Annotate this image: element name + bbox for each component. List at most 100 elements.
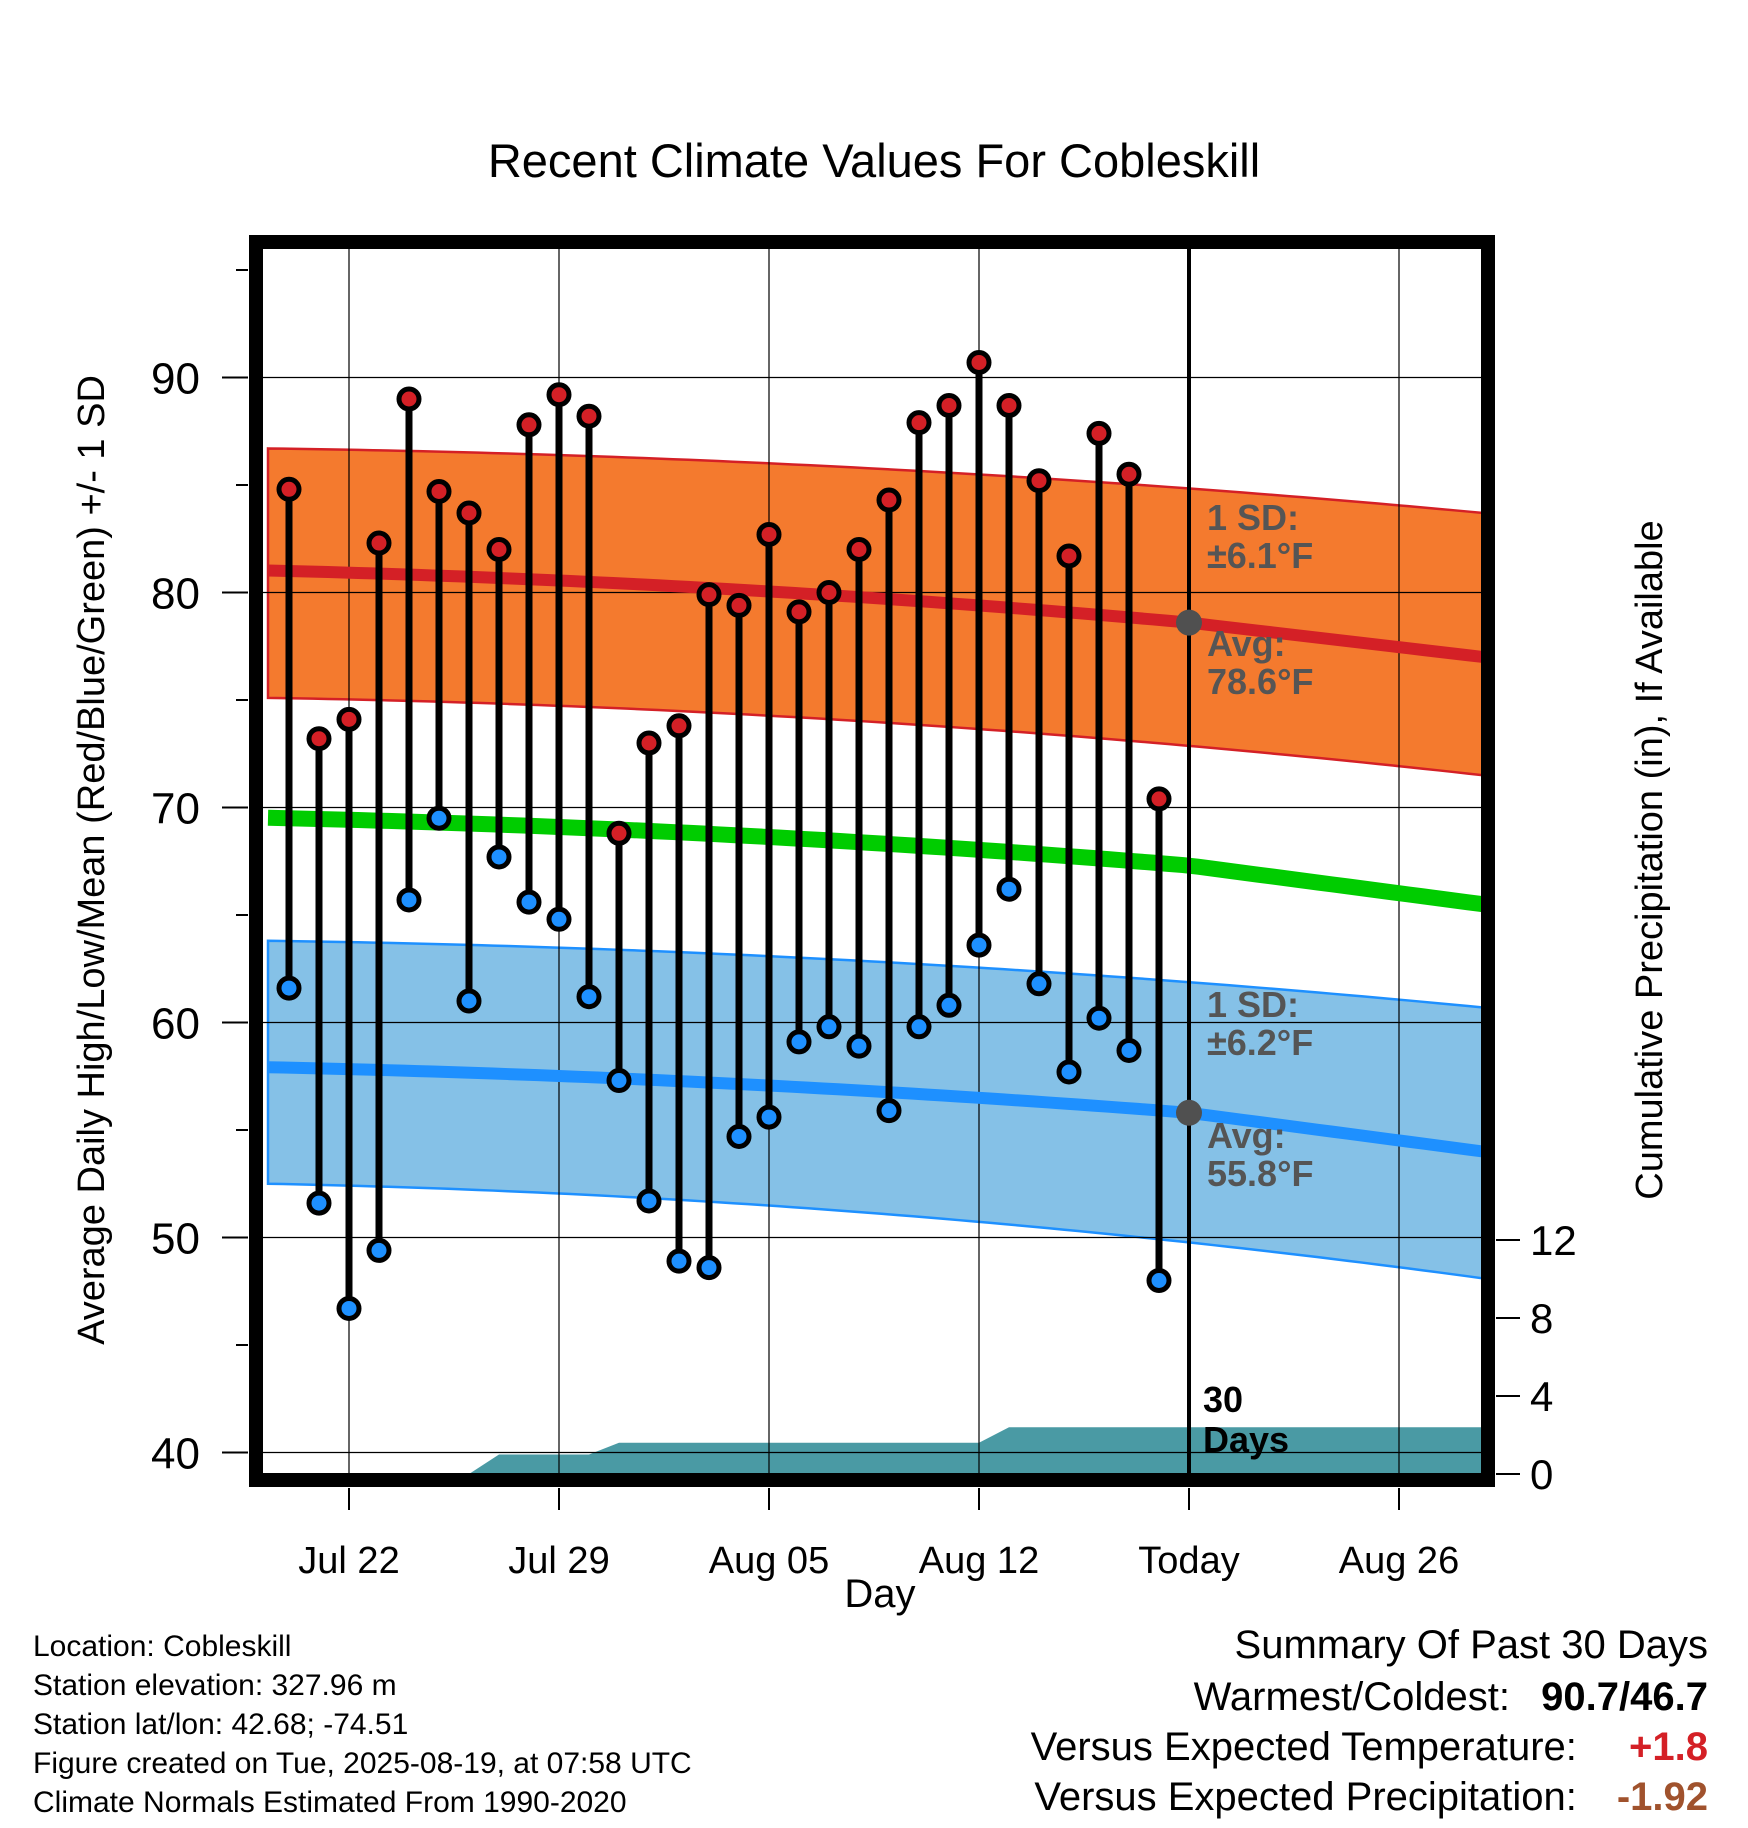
- low-point: [1086, 1005, 1112, 1031]
- location-text: Location: Cobleskill: [33, 1630, 292, 1663]
- low-point: [576, 984, 602, 1010]
- summary-panel: Summary Of Past 30 Days Warmest/Coldest:…: [1031, 1620, 1708, 1822]
- precip-row: Versus Expected Precipitation: -1.92: [1031, 1772, 1708, 1822]
- precip-value: -1.92: [1616, 1775, 1708, 1819]
- x-tick-label: Aug 05: [709, 1540, 829, 1582]
- high-point: [1056, 543, 1082, 569]
- precipitation-area: [469, 1427, 1482, 1474]
- low-point: [906, 1014, 932, 1040]
- high-point: [726, 592, 752, 618]
- low-point: [336, 1295, 362, 1321]
- low-avg-value: 55.8°F: [1207, 1153, 1313, 1194]
- temp-row: Versus Expected Temperature: +1.8: [1031, 1722, 1708, 1772]
- y2-tick-label: 8: [1530, 1295, 1553, 1342]
- high-point: [1146, 786, 1172, 812]
- high-point: [366, 530, 392, 556]
- low-sd-band: [266, 939, 1482, 1280]
- y-tick-label: 50: [151, 1215, 200, 1264]
- low-point: [456, 988, 482, 1014]
- low-point: [486, 844, 512, 870]
- y-tick-label: 70: [151, 785, 200, 834]
- high-point: [756, 521, 782, 547]
- low-point: [1056, 1059, 1082, 1085]
- low-point: [786, 1029, 812, 1055]
- low-point: [606, 1068, 632, 1094]
- coldest-value: 46.7: [1630, 1675, 1708, 1719]
- low-point: [1146, 1268, 1172, 1293]
- latlon-text: Station lat/lon: 42.68; -74.51: [33, 1708, 409, 1741]
- today-low-avg-dot: [1176, 1099, 1202, 1126]
- x-tick-label: Aug 12: [919, 1540, 1039, 1582]
- low-point: [696, 1255, 722, 1281]
- low-point: [546, 906, 572, 932]
- low-point: [516, 889, 542, 915]
- x-tick-label: Today: [1138, 1540, 1239, 1582]
- high-avg-label: Avg:: [1207, 623, 1286, 664]
- summary-title: Summary Of Past 30 Days: [1234, 1623, 1708, 1667]
- high-point: [786, 599, 812, 625]
- y-axis-title: Average Daily High/Low/Mean (Red/Blue/Gr…: [71, 375, 113, 1345]
- low-point: [1116, 1037, 1142, 1063]
- high-point: [396, 386, 422, 412]
- precip-days-label: Days: [1203, 1419, 1289, 1460]
- low-sd-label: 1 SD:: [1207, 984, 1299, 1025]
- high-point: [606, 820, 632, 846]
- high-point: [666, 713, 692, 739]
- y2-axis-title: Cumulative Precipitation (in), If Availa…: [1629, 520, 1671, 1199]
- low-point: [816, 1014, 842, 1040]
- high-point: [516, 412, 542, 438]
- high-point: [816, 580, 842, 605]
- high-point: [1116, 461, 1142, 487]
- low-point: [936, 992, 962, 1018]
- today-high-avg-dot: [1176, 609, 1202, 636]
- y-tick-label: 40: [151, 1430, 200, 1479]
- high-point: [576, 403, 602, 429]
- precip-label: Versus Expected Precipitation:: [1034, 1775, 1577, 1819]
- y2-tick-label: 4: [1530, 1373, 1553, 1420]
- high-point: [306, 726, 332, 752]
- high-point: [966, 349, 992, 375]
- plot-area: [262, 248, 1482, 1474]
- low-point: [636, 1188, 662, 1214]
- high-sd-band: [266, 447, 1482, 777]
- low-point: [846, 1033, 872, 1059]
- high-point: [846, 537, 872, 562]
- chart-title: Recent Climate Values For Cobleskill: [487, 134, 1261, 187]
- y-tick-label: 90: [151, 355, 200, 404]
- temp-value: +1.8: [1629, 1725, 1708, 1769]
- plot-frame: [249, 235, 1495, 1487]
- low-point: [366, 1237, 392, 1263]
- high-sd-value: ±6.1°F: [1207, 535, 1313, 576]
- warm-cold-value: 90.7/46.7: [1541, 1675, 1708, 1719]
- normal-low-line: [267, 1061, 1482, 1158]
- low-point: [996, 876, 1022, 902]
- high-point: [456, 500, 482, 526]
- x-tick-label: Jul 29: [508, 1540, 609, 1582]
- low-point: [1026, 971, 1052, 997]
- high-point: [936, 392, 962, 418]
- high-point: [1026, 468, 1052, 494]
- low-point: [666, 1248, 692, 1274]
- high-point: [1086, 420, 1112, 446]
- y-tick-label: 60: [151, 1000, 200, 1049]
- high-point: [696, 582, 722, 608]
- created-text: Figure created on Tue, 2025-08-19, at 07…: [33, 1747, 692, 1780]
- low-point: [756, 1104, 782, 1130]
- elevation-text: Station elevation: 327.96 m: [33, 1669, 397, 1702]
- high-point: [276, 476, 302, 502]
- warmest-value: 90.7: [1541, 1675, 1620, 1719]
- station-info: Location: Cobleskill Station elevation: …: [33, 1627, 692, 1822]
- normal-mean-line: [267, 809, 1482, 913]
- normals-text: Climate Normals Estimated From 1990-2020: [33, 1786, 627, 1819]
- temp-label: Versus Expected Temperature:: [1030, 1725, 1577, 1769]
- y2-tick-label: 0: [1530, 1451, 1553, 1498]
- low-point: [726, 1123, 752, 1149]
- y2-tick-label: 12: [1530, 1217, 1577, 1264]
- low-point: [966, 932, 992, 958]
- low-point: [396, 887, 422, 913]
- high-point: [636, 730, 662, 756]
- low-point: [426, 805, 452, 831]
- high-point: [336, 706, 362, 732]
- high-sd-label: 1 SD:: [1207, 497, 1299, 538]
